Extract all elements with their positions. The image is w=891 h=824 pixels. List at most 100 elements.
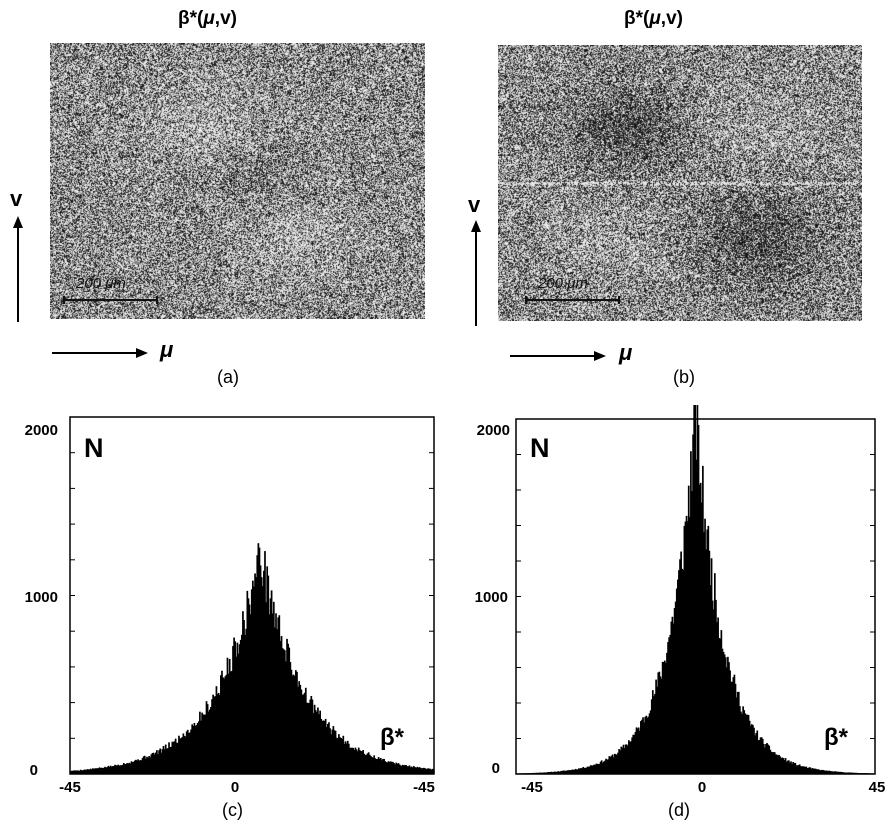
histogram-bar (715, 599, 717, 774)
histogram-bar (270, 590, 273, 774)
histogram-bar (221, 670, 223, 774)
histogram-bar (839, 771, 841, 774)
histogram-bar (124, 764, 126, 774)
histogram-bar (793, 763, 796, 774)
histogram-bar (120, 765, 123, 774)
histogram-bar (554, 771, 556, 774)
histogram-bar (341, 738, 344, 774)
histogram-bar (229, 671, 232, 774)
histogram-bar (258, 547, 261, 774)
histogram-bar (170, 746, 173, 774)
histogram-bar (361, 751, 363, 774)
histogram-bar (137, 759, 139, 774)
histogram-bar (527, 773, 530, 774)
histogram-bar (748, 720, 751, 774)
histogram-bar (624, 744, 627, 774)
histogram-bar (432, 769, 435, 774)
histogram-bar (410, 766, 413, 774)
histogram-bar (784, 758, 787, 774)
panel-b-caption: (b) (673, 367, 695, 387)
histogram-bar (678, 570, 680, 774)
histogram-bar (604, 760, 606, 774)
histogram-bar (416, 766, 419, 774)
histogram-bar (90, 769, 93, 774)
histogram-bar (735, 697, 738, 774)
histogram-bar (285, 661, 287, 774)
histogram-bar (106, 767, 109, 774)
histogram-bar (194, 725, 197, 774)
histogram-bar (799, 766, 802, 774)
histogram-bar (207, 711, 210, 774)
histogram-bar (570, 770, 573, 774)
histogram-bar (334, 730, 337, 774)
histogram-bar (306, 702, 308, 774)
histogram-bar (546, 772, 549, 774)
histogram-bar (279, 640, 282, 774)
histogram-bar (525, 773, 528, 774)
histogram-bar (776, 754, 778, 774)
histogram-bar (633, 734, 636, 774)
histogram-bar (222, 677, 224, 774)
histogram-bar (574, 768, 577, 774)
histogram-bar (842, 772, 845, 774)
histogram-bar (691, 491, 693, 774)
histogram-bar (275, 613, 277, 774)
histogram-bar (220, 675, 222, 774)
histogram-bar (782, 758, 785, 774)
panel-a-v-label: v (10, 186, 23, 211)
histogram-bar (610, 755, 613, 774)
histogram-bar (133, 760, 136, 774)
panel-d-caption: (d) (668, 800, 690, 820)
histogram-bar (539, 772, 542, 774)
histogram-bar (110, 766, 113, 774)
histogram-bar (651, 690, 654, 774)
histogram-bar (864, 773, 866, 774)
histogram-bar (629, 741, 631, 774)
histogram-bar (526, 773, 529, 774)
histogram-bar (791, 763, 793, 774)
histogram-bar (655, 679, 657, 774)
histogram-bar (402, 764, 404, 774)
histogram-bar (709, 585, 712, 774)
histogram-bar (263, 570, 265, 774)
histogram-bar (150, 754, 153, 774)
histogram-bar (238, 644, 241, 774)
histogram-bar (564, 770, 567, 774)
histogram-bar (802, 766, 804, 774)
histogram-bar (336, 738, 339, 774)
histogram-c-xtick-left: -45 (59, 779, 81, 796)
histogram-bar (79, 769, 82, 774)
histogram-bar (845, 772, 848, 774)
histogram-bar (686, 521, 689, 774)
histogram-bar (685, 515, 688, 774)
histogram-bar (204, 714, 207, 774)
histogram-bar (831, 771, 834, 774)
histogram-bar (573, 769, 576, 774)
histogram-bar (533, 772, 536, 774)
histogram-bar (841, 772, 843, 774)
histogram-bar (688, 516, 691, 774)
histogram-bar (178, 735, 180, 774)
histogram-bar (424, 768, 426, 774)
histogram-bar (640, 721, 642, 774)
histogram-bar (572, 769, 575, 774)
panel-c-caption: (c) (222, 800, 243, 820)
histogram-bar (552, 771, 555, 774)
histogram-bar (298, 681, 301, 774)
histogram-bar (360, 750, 362, 774)
histogram-bar (771, 752, 774, 774)
histogram-bar (384, 761, 387, 774)
histogram-bar (832, 771, 835, 774)
histogram-bar (282, 649, 285, 774)
histogram-bar (205, 701, 208, 774)
histogram-bar (796, 765, 799, 774)
histogram-bar (153, 754, 156, 774)
histogram-bar (770, 751, 773, 774)
histogram-bar (538, 772, 541, 774)
histogram-bar (694, 405, 697, 774)
histogram-c-ticks (70, 416, 434, 775)
histogram-d-xtick-mid: 0 (698, 779, 706, 796)
histogram-bar (362, 750, 364, 774)
histogram-bar (278, 615, 281, 774)
histogram-bar (197, 721, 200, 774)
